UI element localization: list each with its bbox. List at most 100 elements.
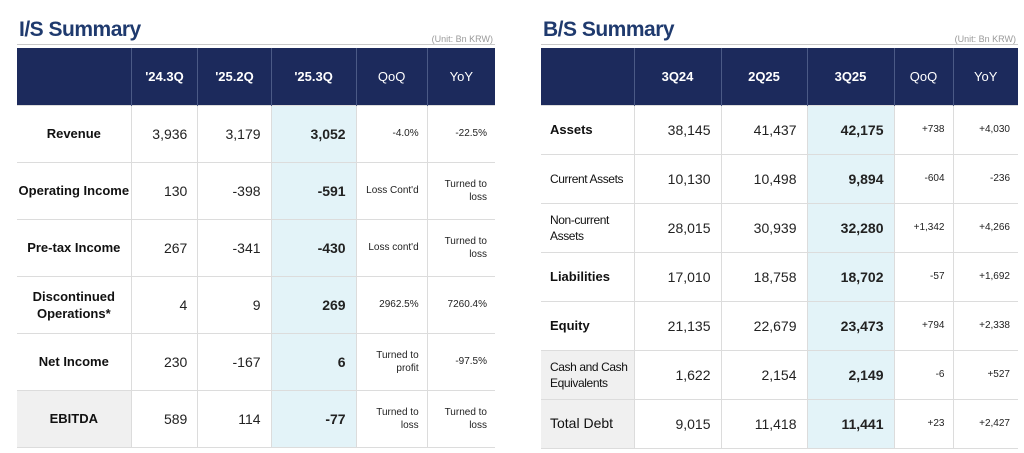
table-row: Current Assets 10,130 10,498 9,894 -604 …	[541, 154, 1018, 204]
table-row: Discontinued Operations* 4 9 269 2962.5%…	[17, 276, 495, 334]
cell-qoq: Turned to profit	[356, 333, 428, 391]
cell-value: 28,015	[634, 203, 722, 253]
cell-value-highlight: -77	[271, 390, 357, 448]
cell-value: 10,498	[721, 154, 808, 204]
cell-value-highlight: 11,441	[807, 399, 895, 449]
cell-value-highlight: 2,149	[807, 350, 895, 400]
is-col-header: '25.3Q	[271, 48, 357, 105]
cell-yoy: +527	[953, 350, 1018, 400]
cell-value: 30,939	[721, 203, 808, 253]
cell-value: 21,135	[634, 301, 722, 351]
cell-value: -167	[197, 333, 272, 391]
is-title-divider	[17, 44, 495, 45]
table-row: Non-current Assets 28,015 30,939 32,280 …	[541, 203, 1018, 253]
cell-qoq: +1,342	[894, 203, 954, 253]
bs-col-header: 3Q24	[634, 48, 722, 105]
cell-value-highlight: -591	[271, 162, 357, 220]
cell-yoy: 7260.4%	[427, 276, 495, 334]
row-label: Discontinued Operations*	[17, 276, 132, 334]
is-col-header: YoY	[427, 48, 495, 105]
table-row: Equity 21,135 22,679 23,473 +794 +2,338	[541, 301, 1018, 351]
cell-qoq: +794	[894, 301, 954, 351]
table-row: Pre-tax Income 267 -341 -430 Loss cont'd…	[17, 219, 495, 277]
bs-header-row: 3Q24 2Q25 3Q25 QoQ YoY	[541, 48, 1018, 105]
cell-yoy: Turned to loss	[427, 219, 495, 277]
bs-summary-title: B/S Summary	[543, 18, 675, 41]
cell-value: 589	[131, 390, 199, 448]
cell-value: 38,145	[634, 104, 722, 155]
row-label: Non-current Assets	[541, 203, 635, 253]
cell-yoy: +2,338	[953, 301, 1018, 351]
is-col-header: '24.3Q	[131, 48, 199, 105]
cell-value: 11,418	[721, 399, 808, 449]
cell-value: 114	[197, 390, 272, 448]
bs-title-divider	[541, 44, 1018, 45]
cell-yoy: +4,030	[953, 104, 1018, 155]
cell-value: 10,130	[634, 154, 722, 204]
row-label: Pre-tax Income	[17, 219, 132, 277]
is-summary-title: I/S Summary	[19, 18, 141, 41]
table-row: Total Debt 9,015 11,418 11,441 +23 +2,42…	[541, 399, 1018, 449]
row-label: Total Debt	[541, 399, 635, 449]
bs-header-corner	[541, 48, 635, 105]
row-label: EBITDA	[17, 390, 132, 448]
is-header-corner	[17, 48, 132, 105]
bs-col-header: QoQ	[894, 48, 954, 105]
cell-value: 18,758	[721, 252, 808, 302]
cell-value: 2,154	[721, 350, 808, 400]
row-label: Cash and Cash Equivalents	[541, 350, 635, 400]
cell-yoy: -236	[953, 154, 1018, 204]
cell-value-highlight: 9,894	[807, 154, 895, 204]
is-col-header: '25.2Q	[197, 48, 272, 105]
cell-qoq: -6	[894, 350, 954, 400]
cell-yoy: -97.5%	[427, 333, 495, 391]
row-label: Current Assets	[541, 154, 635, 204]
table-row: Operating Income 130 -398 -591 Loss Cont…	[17, 162, 495, 220]
row-label: Liabilities	[541, 252, 635, 302]
row-label: Equity	[541, 301, 635, 351]
row-label: Net Income	[17, 333, 132, 391]
cell-value: 130	[131, 162, 199, 220]
cell-value: 9	[197, 276, 272, 334]
cell-value-highlight: -430	[271, 219, 357, 277]
row-label: Assets	[541, 104, 635, 155]
table-row: Cash and Cash Equivalents 1,622 2,154 2,…	[541, 350, 1018, 400]
table-row: Revenue 3,936 3,179 3,052 -4.0% -22.5%	[17, 104, 495, 163]
is-header-row: '24.3Q '25.2Q '25.3Q QoQ YoY	[17, 48, 495, 105]
table-row: Liabilities 17,010 18,758 18,702 -57 +1,…	[541, 252, 1018, 302]
bs-col-header: YoY	[953, 48, 1018, 105]
cell-qoq: Turned to loss	[356, 390, 428, 448]
cell-value: 3,179	[197, 104, 272, 163]
bs-col-header: 3Q25	[807, 48, 895, 105]
cell-yoy: Turned to loss	[427, 390, 495, 448]
cell-value: 22,679	[721, 301, 808, 351]
cell-qoq: 2962.5%	[356, 276, 428, 334]
cell-value: 267	[131, 219, 199, 277]
cell-value: -341	[197, 219, 272, 277]
cell-qoq: +23	[894, 399, 954, 449]
bs-summary-unit: (Unit: Bn KRW)	[954, 34, 1016, 44]
cell-value-highlight: 6	[271, 333, 357, 391]
cell-value: 230	[131, 333, 199, 391]
cell-value-highlight: 3,052	[271, 104, 357, 163]
cell-value-highlight: 42,175	[807, 104, 895, 155]
table-row: Net Income 230 -167 6 Turned to profit -…	[17, 333, 495, 391]
cell-yoy: +4,266	[953, 203, 1018, 253]
is-summary-unit: (Unit: Bn KRW)	[431, 34, 493, 44]
cell-value-highlight: 269	[271, 276, 357, 334]
table-row: EBITDA 589 114 -77 Turned to loss Turned…	[17, 390, 495, 448]
cell-yoy: +2,427	[953, 399, 1018, 449]
table-row: Assets 38,145 41,437 42,175 +738 +4,030	[541, 104, 1018, 155]
cell-yoy: -22.5%	[427, 104, 495, 163]
cell-value: 9,015	[634, 399, 722, 449]
cell-yoy: Turned to loss	[427, 162, 495, 220]
bs-summary-table: 3Q24 2Q25 3Q25 QoQ YoY Assets 38,145 41,…	[541, 48, 1018, 449]
row-label: Revenue	[17, 104, 132, 163]
cell-qoq: -57	[894, 252, 954, 302]
cell-qoq: -4.0%	[356, 104, 428, 163]
cell-value: 1,622	[634, 350, 722, 400]
bs-col-header: 2Q25	[721, 48, 808, 105]
is-summary-table: '24.3Q '25.2Q '25.3Q QoQ YoY Revenue 3,9…	[17, 48, 495, 448]
cell-qoq: Loss cont'd	[356, 219, 428, 277]
cell-value-highlight: 32,280	[807, 203, 895, 253]
